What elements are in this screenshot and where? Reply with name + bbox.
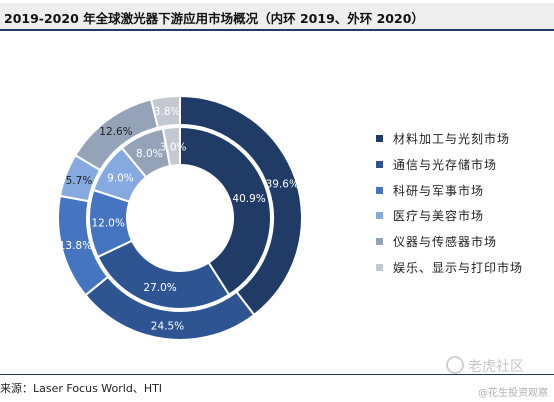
legend: 材料加工与光刻市场 通信与光存储市场 科研与军事市场 医疗与美容市场 仪器与传感… (376, 126, 552, 280)
outer-ring-data-label: 5.7% (66, 175, 93, 187)
legend-swatch (376, 263, 383, 271)
legend-label: 医疗与美容市场 (393, 209, 485, 224)
inner-ring-data-label: 9.0% (107, 173, 134, 185)
inner-ring-data-label: 12.0% (91, 218, 124, 230)
outer-ring-data-label: 39.6% (266, 178, 299, 190)
watermark-logo-icon (446, 356, 464, 374)
outer-ring-slice (149, 94, 181, 129)
legend-swatch (376, 238, 383, 246)
watermark-subtext: @花生投资观察 (478, 388, 548, 399)
inner-ring-slice (161, 125, 181, 168)
outer-ring-data-label: 12.6% (99, 126, 132, 138)
legend-label: 仪器与传感器市场 (393, 235, 498, 250)
legend-swatch (376, 186, 383, 194)
legend-item: 仪器与传感器市场 (376, 229, 552, 255)
chart-title: 2019-2020 年全球激光器下游应用市场概况（内环 2019、外环 2020… (4, 11, 424, 26)
title-bar: 2019-2020 年全球激光器下游应用市场概况（内环 2019、外环 2020… (0, 3, 554, 31)
legend-item: 科研与军事市场 (376, 177, 552, 203)
inner-ring-slice (96, 239, 231, 310)
legend-swatch (376, 135, 383, 143)
legend-item: 材料加工与光刻市场 (376, 126, 552, 152)
legend-label: 通信与光存储市场 (393, 158, 498, 173)
legend-label: 科研与军事市场 (393, 183, 485, 198)
inner-ring-data-label: 27.0% (143, 282, 176, 294)
bottom-rule (0, 374, 554, 375)
inner-ring-data-label: 3.0% (160, 141, 187, 153)
legend-label: 材料加工与光刻市场 (393, 132, 511, 147)
legend-item: 娱乐、显示与打印市场 (376, 254, 552, 280)
source-note: 来源：Laser Focus World、HTI (0, 382, 163, 395)
watermark-text: 老虎社区 (468, 359, 524, 375)
legend-label: 娱乐、显示与打印市场 (393, 260, 524, 275)
inner-ring-data-label: 8.0% (136, 148, 163, 160)
outer-ring-data-label: 13.8% (59, 240, 92, 252)
legend-swatch (376, 212, 383, 220)
legend-swatch (376, 161, 383, 169)
legend-item: 医疗与美容市场 (376, 203, 552, 229)
outer-ring-data-label: 3.8% (154, 106, 181, 118)
outer-ring-data-label: 24.5% (151, 320, 184, 332)
inner-ring-slice (179, 125, 272, 297)
inner-ring-data-label: 40.9% (232, 193, 265, 205)
legend-item: 通信与光存储市场 (376, 152, 552, 178)
